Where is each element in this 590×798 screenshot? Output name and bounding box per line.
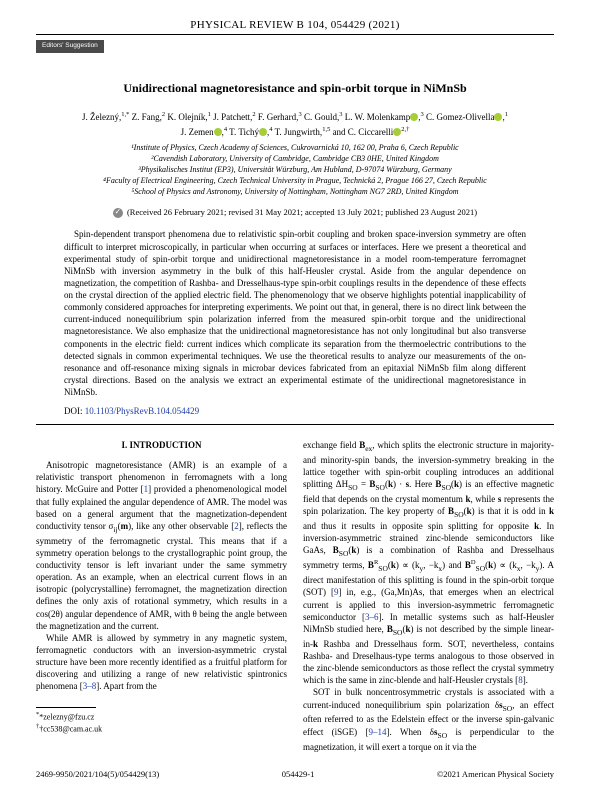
footer-left: 2469-9950/2021/104(5)/054429(13) (36, 769, 159, 780)
doi-link[interactable]: 10.1103/PhysRevB.104.054429 (85, 406, 199, 416)
footer-center: 054429-1 (282, 769, 315, 780)
section-rule (36, 424, 554, 425)
ref-link[interactable]: 3–6 (365, 612, 379, 622)
ref-link[interactable]: 3–8 (83, 681, 97, 691)
orcid-icon (214, 128, 222, 136)
affiliation: ⁴Faculty of Electrical Engineering, Czec… (36, 176, 554, 187)
authors: J. Železný,1,* Z. Fang,2 K. Olejník,1 J.… (36, 110, 554, 139)
footnote: **zelezny@fzu.cz (36, 711, 287, 723)
ref-link[interactable]: 9 (334, 587, 339, 597)
editors-suggestion-badge: Editors' Suggestion (36, 40, 104, 52)
right-column: exchange field Bex, which splits the ele… (303, 439, 554, 753)
orcid-icon (259, 128, 267, 136)
orcid-icon (410, 113, 418, 121)
paragraph: Anisotropic magnetoresistance (AMR) is a… (36, 459, 287, 632)
header-rule (36, 34, 554, 35)
abstract: Spin-dependent transport phenomena due t… (64, 228, 526, 398)
affiliation: ³Physikalisches Institut (EP3), Universi… (36, 165, 554, 176)
paragraph: While AMR is allowed by symmetry in any … (36, 632, 287, 693)
orcid-icon (494, 113, 502, 121)
body-columns: I. INTRODUCTION Anisotropic magnetoresis… (36, 439, 554, 753)
ref-link[interactable]: 8 (518, 675, 523, 685)
page-footer: 2469-9950/2021/104(5)/054429(13) 054429-… (36, 769, 554, 780)
affiliation: ¹Institute of Physics, Czech Academy of … (36, 143, 554, 154)
article-title: Unidirectional magnetoresistance and spi… (36, 81, 554, 97)
affiliation: ⁵School of Physics and Astronomy, Univer… (36, 187, 554, 198)
orcid-icon (393, 128, 401, 136)
journal-header: PHYSICAL REVIEW B 104, 054429 (2021) (36, 18, 554, 32)
footnote: ††cc538@cam.ac.uk (36, 723, 287, 735)
affiliations: ¹Institute of Physics, Czech Academy of … (36, 143, 554, 197)
paragraph: exchange field Bex, which splits the ele… (303, 439, 554, 686)
ref-link[interactable]: 2 (234, 521, 239, 531)
footer-right: ©2021 American Physical Society (437, 769, 554, 780)
publication-dates: (Received 26 February 2021; revised 31 M… (36, 207, 554, 218)
ref-link[interactable]: 1 (144, 484, 149, 494)
ref-link[interactable]: 9–14 (369, 727, 387, 737)
footnote-rule (36, 707, 96, 708)
left-column: I. INTRODUCTION Anisotropic magnetoresis… (36, 439, 287, 753)
paragraph: SOT in bulk noncentrosymmetric crystals … (303, 686, 554, 752)
affiliation: ²Cavendish Laboratory, University of Cam… (36, 154, 554, 165)
check-icon (113, 208, 123, 218)
section-heading: I. INTRODUCTION (36, 439, 287, 451)
doi-line: DOI: 10.1103/PhysRevB.104.054429 (64, 406, 526, 418)
